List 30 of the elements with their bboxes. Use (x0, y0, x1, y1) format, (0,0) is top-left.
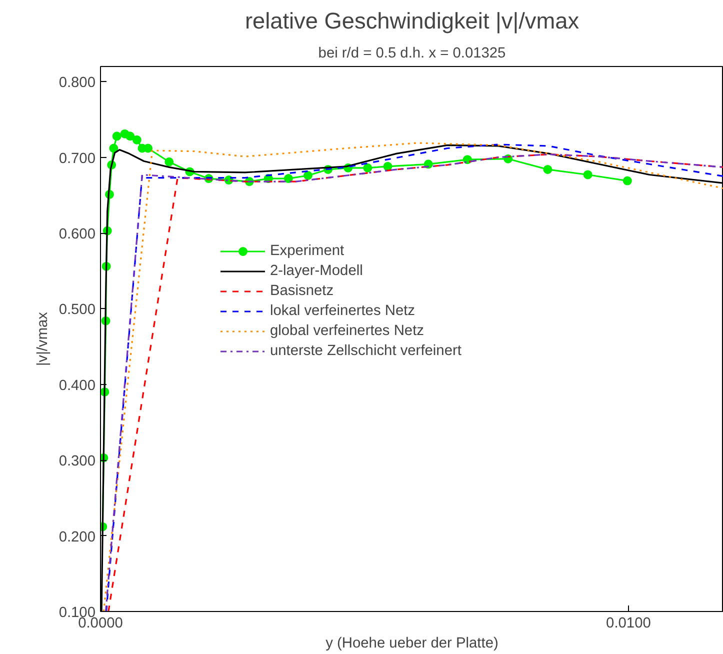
chart-title: relative Geschwindigkeit |v|/vmax (244, 8, 580, 34)
y-tick-label: 0.600 (58, 226, 96, 243)
point (363, 163, 372, 172)
point (622, 176, 632, 186)
x-axis-title: y (Hoehe ueber der Platte) (326, 636, 498, 652)
legend-label: unterste Zellschicht verfeinert (270, 343, 462, 359)
legend-label: Basisnetz (270, 283, 334, 299)
y-tick-label: 0.800 (58, 75, 96, 92)
y-tick-label: 0.400 (58, 378, 96, 394)
point (543, 164, 552, 174)
y-axis-title: |v|/vmax (34, 311, 51, 366)
y-tick-label: 0.300 (58, 454, 96, 470)
legend-label: lokal verfeinertes Netz (270, 303, 415, 319)
point (164, 157, 174, 166)
point (284, 174, 293, 184)
y-tick-label: 0.700 (58, 150, 96, 167)
y-tick-label: 0.500 (58, 302, 96, 318)
legend-label: 2-layer-Modell (270, 263, 363, 279)
point (109, 144, 118, 153)
y-tick-label: 0.200 (58, 529, 96, 546)
point (112, 132, 122, 141)
point (583, 170, 592, 180)
legend-label: Experiment (270, 243, 344, 259)
x-tick-label: 0.0100 (606, 616, 651, 632)
point (303, 171, 312, 180)
point (383, 162, 392, 171)
point (126, 132, 135, 141)
point (132, 135, 142, 144)
legend-label: global verfeinertes Netz (270, 323, 424, 339)
chart-subtitle: bei r/d = 0.5 d.h. x = 0.01325 (318, 46, 506, 62)
